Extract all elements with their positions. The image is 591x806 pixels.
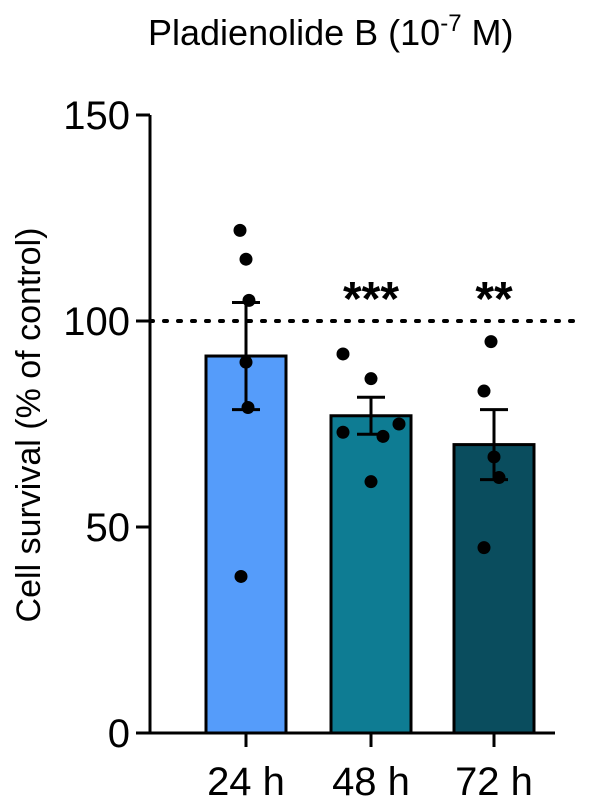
data-point [364,372,378,386]
data-point [336,425,350,439]
data-point [239,252,253,266]
y-tick-label: 0 [108,712,130,756]
bar-48h [329,414,413,735]
y-axis-label: Cell survival (% of control) [10,228,48,623]
data-point [233,223,247,237]
chart-title-main: Pladienolide B (10 [148,12,440,53]
y-tick-label: 150 [63,94,130,138]
y-tick-label: 50 [86,506,131,550]
data-point [487,450,501,464]
data-point [336,347,350,361]
data-point [234,569,248,583]
data-point [241,401,255,415]
svg-text:Pladienolide B (10-7 M): Pladienolide B (10-7 M) [148,10,514,53]
chart-title: Pladienolide B (10-7 M) [148,10,514,53]
data-point [484,335,498,349]
significance-marker: ** [475,273,513,326]
data-point [392,417,406,431]
significance-marker: *** [343,273,399,326]
data-point [242,293,256,307]
x-tick-label: 48 h [332,760,410,804]
x-tick-label: 24 h [207,760,285,804]
chart-title-end: M) [462,12,514,53]
data-point [477,384,491,398]
chart-title-superscript: -7 [440,10,461,37]
data-point [364,475,378,489]
y-tick-label: 100 [63,300,130,344]
bar-72h [452,443,536,735]
data-point [492,471,506,485]
data-point [477,541,491,555]
x-tick-label: 72 h [455,760,533,804]
data-point [376,429,390,443]
plot-area: 24 h *** 48 h ** 72 h 0 50 100 150 [63,94,580,804]
data-point [239,355,253,369]
